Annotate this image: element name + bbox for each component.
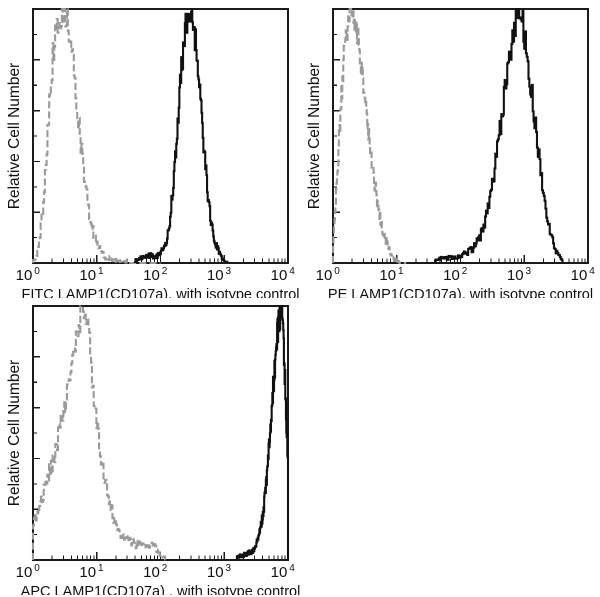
svg-text:3: 3 xyxy=(225,563,231,574)
svg-text:10: 10 xyxy=(16,267,33,284)
x-tick-label: 10 1 xyxy=(79,266,104,284)
x-axis-label: APC LAMP1(CD107a) , with isotype control xyxy=(21,584,300,595)
panel-fitc: 10 0 10 1 10 2 10 3 10 4 FITC LAMP1(CD107a), with … xyxy=(0,0,300,298)
svg-text:10: 10 xyxy=(16,564,33,581)
x-tick-label: 10 4 xyxy=(271,563,296,581)
svg-text:10: 10 xyxy=(271,267,288,284)
x-axis-label: PE LAMP1(CD107a), with isotype control xyxy=(328,287,593,298)
svg-text:10: 10 xyxy=(571,267,588,284)
x-tick-label: 10 2 xyxy=(143,266,168,284)
svg-text:10: 10 xyxy=(143,564,160,581)
svg-text:2: 2 xyxy=(162,266,168,277)
svg-text:3: 3 xyxy=(525,266,531,277)
x-tick-label: 10 0 xyxy=(316,266,341,284)
svg-text:2: 2 xyxy=(462,266,468,277)
trace-isotype-control xyxy=(31,304,168,561)
trace-stained xyxy=(133,7,229,264)
svg-text:10: 10 xyxy=(143,267,160,284)
svg-text:2: 2 xyxy=(162,563,168,574)
x-tick-label: 10 3 xyxy=(207,266,232,284)
svg-text:4: 4 xyxy=(289,563,295,574)
svg-text:10: 10 xyxy=(316,267,333,284)
svg-text:10: 10 xyxy=(207,267,224,284)
x-tick-label: 10 2 xyxy=(443,266,468,284)
svg-text:10: 10 xyxy=(79,267,96,284)
svg-text:10: 10 xyxy=(271,564,288,581)
trace-stained xyxy=(433,7,564,263)
svg-text:0: 0 xyxy=(34,563,40,574)
x-tick-label: 10 1 xyxy=(379,266,404,284)
svg-text:4: 4 xyxy=(289,266,295,277)
x-tick-label: 10 3 xyxy=(507,266,532,284)
x-tick-label: 10 2 xyxy=(143,563,168,581)
trace-stained xyxy=(235,304,290,560)
y-axis-label: Relative Cell Number xyxy=(6,360,23,506)
svg-text:4: 4 xyxy=(589,266,595,277)
y-axis-label: Relative Cell Number xyxy=(6,63,23,209)
x-tick-label: 10 1 xyxy=(79,563,104,581)
y-axis-label: Relative Cell Number xyxy=(306,63,323,209)
svg-text:10: 10 xyxy=(507,267,524,284)
trace-isotype-control xyxy=(31,7,161,265)
trace-isotype-control xyxy=(331,7,407,265)
x-tick-label: 10 3 xyxy=(207,563,232,581)
panel-pe: 10 0 10 1 10 2 10 3 10 4 PE LAMP1(CD107a), with is… xyxy=(300,0,600,298)
svg-text:1: 1 xyxy=(398,266,404,277)
svg-text:10: 10 xyxy=(379,267,396,284)
x-axis-label: FITC LAMP1(CD107a), with isotype control xyxy=(21,287,299,298)
panel-apc: 10 0 10 1 10 2 10 3 10 4 APC LAMP1(CD107a) , with … xyxy=(0,297,300,595)
svg-text:1: 1 xyxy=(98,266,104,277)
svg-text:3: 3 xyxy=(225,266,231,277)
svg-text:10: 10 xyxy=(443,267,460,284)
x-tick-label: 10 4 xyxy=(271,266,296,284)
svg-text:0: 0 xyxy=(34,266,40,277)
x-tick-label: 10 0 xyxy=(16,266,41,284)
svg-text:0: 0 xyxy=(334,266,340,277)
svg-text:1: 1 xyxy=(98,563,104,574)
svg-text:10: 10 xyxy=(207,564,224,581)
svg-text:10: 10 xyxy=(79,564,96,581)
x-tick-label: 10 4 xyxy=(571,266,596,284)
x-tick-label: 10 0 xyxy=(16,563,41,581)
